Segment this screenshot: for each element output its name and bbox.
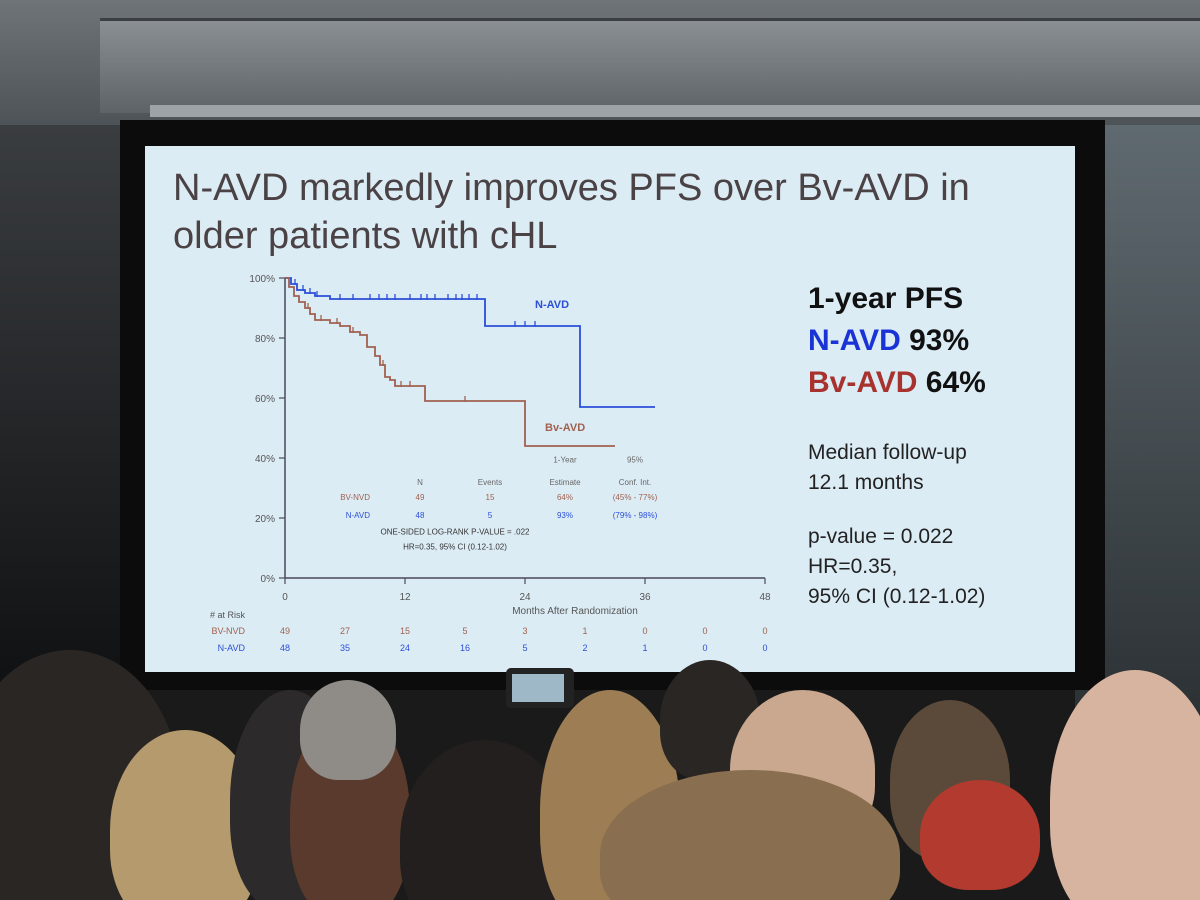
table-cell-n: 49 bbox=[416, 493, 425, 502]
table-cell-events: 15 bbox=[486, 493, 495, 502]
at-risk-arm-label: N-AVD bbox=[218, 643, 246, 653]
pfs-bvAVD-line: Bv-AVD 64% bbox=[808, 362, 1068, 404]
at-risk-label: # at Risk bbox=[210, 610, 246, 620]
at-risk-count: 0 bbox=[702, 626, 707, 636]
followup-info: Median follow-up 12.1 months bbox=[808, 438, 1068, 498]
table-header: Events bbox=[478, 478, 502, 487]
y-tick-label: 20% bbox=[255, 514, 275, 525]
ceiling-beam bbox=[100, 18, 1200, 113]
y-tick-label: 0% bbox=[261, 574, 276, 585]
phone bbox=[506, 668, 574, 708]
pfs-bvAVD-value: 64% bbox=[925, 366, 986, 399]
table-header: Conf. Int. bbox=[619, 478, 651, 487]
inset-hr-text: HR=0.35, 95% CI (0.12-1.02) bbox=[403, 543, 507, 552]
table-arm-label: BV-NVD bbox=[340, 493, 370, 502]
curve-label-nAVD: N-AVD bbox=[535, 299, 569, 311]
y-tick-label: 100% bbox=[249, 274, 275, 285]
at-risk-count: 15 bbox=[400, 626, 410, 636]
audience bbox=[0, 640, 1200, 900]
at-risk-count: 24 bbox=[400, 643, 410, 653]
table-cell-events: 5 bbox=[488, 511, 493, 520]
table-header: 95% bbox=[627, 456, 643, 465]
followup-label: Median follow-up bbox=[808, 441, 967, 464]
table-arm-label: N-AVD bbox=[346, 511, 371, 520]
at-risk-count: 35 bbox=[340, 643, 350, 653]
pfs-nAVD-name: N-AVD bbox=[808, 324, 901, 357]
at-risk-count: 5 bbox=[522, 643, 527, 653]
table-cell-n: 48 bbox=[416, 511, 425, 520]
followup-value: 12.1 months bbox=[808, 471, 924, 494]
table-header: N bbox=[417, 478, 423, 487]
hr-text: HR=0.35, bbox=[808, 555, 898, 578]
table-cell-estimate: 93% bbox=[557, 511, 573, 520]
at-risk-count: 16 bbox=[460, 643, 470, 653]
curve-label-bvAVD: Bv-AVD bbox=[545, 422, 585, 434]
at-risk-arm-label: BV-NVD bbox=[211, 626, 245, 636]
x-tick-label: 0 bbox=[282, 592, 288, 603]
logrank-text: ONE-SIDED LOG-RANK P-VALUE = .022 bbox=[380, 528, 530, 537]
at-risk-count: 49 bbox=[280, 626, 290, 636]
pfs-nAVD-line: N-AVD 93% bbox=[808, 320, 1068, 362]
at-risk-count: 27 bbox=[340, 626, 350, 636]
y-tick-label: 40% bbox=[255, 454, 275, 465]
at-risk-count: 5 bbox=[462, 626, 467, 636]
ci-text: 95% CI (0.12-1.02) bbox=[808, 585, 986, 608]
results-panel: 1-year PFS N-AVD 93% Bv-AVD 64% Median f… bbox=[808, 278, 1068, 612]
at-risk-count: 1 bbox=[582, 626, 587, 636]
at-risk-count: 0 bbox=[762, 626, 767, 636]
table-cell-ci: (45% - 77%) bbox=[613, 493, 658, 502]
pfs-heading: 1-year PFS bbox=[808, 282, 964, 315]
y-tick-label: 80% bbox=[255, 334, 275, 345]
at-risk-count: 0 bbox=[702, 643, 707, 653]
presentation-slide: N-AVD markedly improves PFS over Bv-AVD … bbox=[145, 146, 1075, 672]
at-risk-count: 48 bbox=[280, 643, 290, 653]
at-risk-count: 1 bbox=[642, 643, 647, 653]
x-tick-label: 12 bbox=[399, 592, 411, 603]
ceiling-lip bbox=[150, 105, 1200, 117]
x-tick-label: 24 bbox=[519, 592, 531, 603]
table-cell-estimate: 64% bbox=[557, 493, 573, 502]
stats-info: p-value = 0.022 HR=0.35, 95% CI (0.12-1.… bbox=[808, 522, 1068, 612]
table-header: 1-Year bbox=[553, 456, 577, 465]
km-line-bvAVD bbox=[285, 277, 615, 447]
table-header: Estimate bbox=[549, 478, 581, 487]
km-line-nAVD bbox=[285, 277, 655, 408]
audience-head bbox=[300, 680, 396, 780]
audience-head bbox=[920, 780, 1040, 890]
pvalue-text: p-value = 0.022 bbox=[808, 525, 954, 548]
at-risk-count: 3 bbox=[522, 626, 527, 636]
x-tick-label: 48 bbox=[759, 592, 771, 603]
slide-title: N-AVD markedly improves PFS over Bv-AVD … bbox=[173, 167, 970, 257]
pfs-nAVD-value: 93% bbox=[909, 324, 970, 357]
x-tick-label: 36 bbox=[639, 592, 651, 603]
at-risk-count: 0 bbox=[762, 643, 767, 653]
phone-screen bbox=[512, 674, 564, 702]
table-cell-ci: (79% - 98%) bbox=[613, 511, 658, 520]
x-axis-title: Months After Randomization bbox=[512, 606, 638, 617]
at-risk-count: 0 bbox=[642, 626, 647, 636]
pfs-bvAVD-name: Bv-AVD bbox=[808, 366, 918, 399]
at-risk-count: 2 bbox=[582, 643, 587, 653]
y-tick-label: 60% bbox=[255, 394, 275, 405]
audience-head bbox=[1050, 670, 1200, 900]
audience-head bbox=[600, 770, 900, 900]
